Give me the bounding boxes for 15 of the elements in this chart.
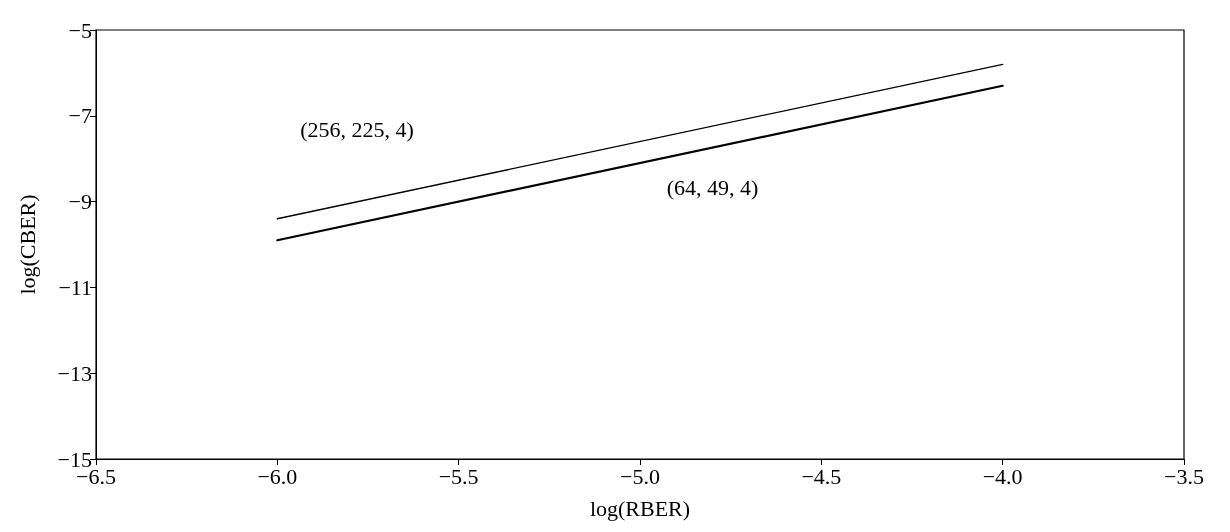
y-tick-label: −5 <box>68 17 92 43</box>
x-tick-label: −3.5 <box>1164 463 1204 489</box>
x-tick-label: −4.0 <box>982 463 1023 489</box>
series-label: (64, 49, 4) <box>666 175 759 201</box>
y-axis-title: log(CBER) <box>14 194 40 295</box>
x-axis-title: log(RBER) <box>589 495 691 521</box>
y-tick-label: −9 <box>68 189 92 215</box>
y-tick-label: −11 <box>58 274 92 300</box>
x-tick-label: −5.5 <box>438 463 479 489</box>
y-tick-label: −7 <box>68 103 92 129</box>
x-tick-label: −4.5 <box>801 463 842 489</box>
y-tick-label: −13 <box>57 360 92 386</box>
x-tick-label: −5.0 <box>620 463 660 489</box>
text: (256, 225, 4) <box>300 117 414 143</box>
x-tick-label: −6.0 <box>257 463 298 489</box>
